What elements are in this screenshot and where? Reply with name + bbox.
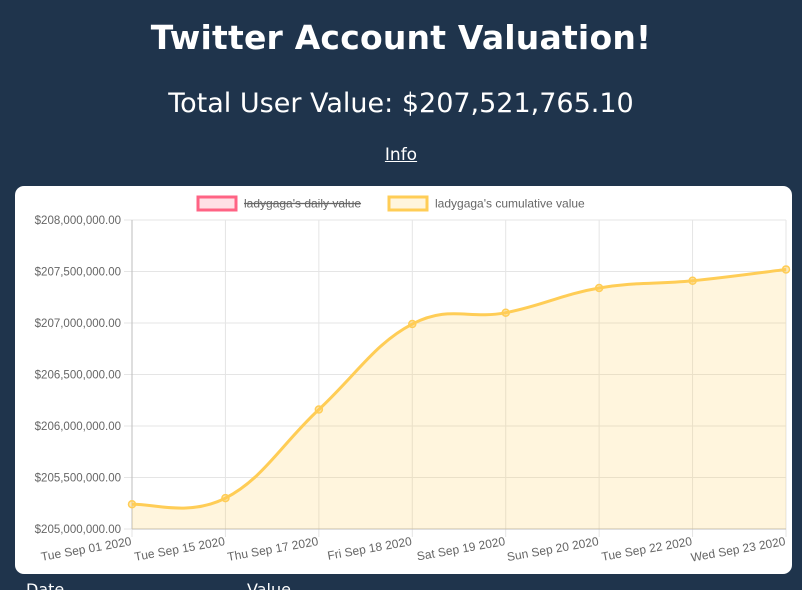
page-title: Twitter Account Valuation! bbox=[150, 18, 652, 57]
x-tick-label: Thu Sep 17 2020 bbox=[226, 534, 319, 564]
cumulative-line bbox=[131, 267, 787, 510]
legend-item-cumulative[interactable]: ladygaga's cumulative value bbox=[387, 195, 585, 212]
valuation-chart: ladygaga's daily value ladygaga's cumulat… bbox=[35, 195, 791, 565]
chart-series bbox=[127, 265, 791, 529]
y-axis: $205,000,000.00 $205,500,000.00 $206,000,0… bbox=[35, 215, 121, 536]
y-tick-label: $206,000,000.00 bbox=[35, 421, 121, 433]
data-point[interactable] bbox=[688, 276, 697, 286]
x-tick-label: Sun Sep 20 2020 bbox=[506, 534, 600, 564]
x-tick-label: Tue Sep 01 2020 bbox=[40, 534, 133, 564]
y-tick-label: $207,000,000.00 bbox=[35, 318, 121, 330]
y-tick-label: $207,500,000.00 bbox=[35, 267, 121, 279]
chart-grid bbox=[124, 219, 787, 537]
chart-card: ladygaga's daily value ladygaga's cumulat… bbox=[15, 186, 792, 574]
cumulative-area bbox=[132, 269, 786, 529]
data-point[interactable] bbox=[594, 283, 604, 293]
x-tick-label: Sat Sep 19 2020 bbox=[416, 534, 507, 563]
x-tick-label: Wed Sep 23 2020 bbox=[690, 534, 787, 564]
table-header-date: Date bbox=[26, 580, 65, 590]
legend-swatch bbox=[196, 195, 238, 212]
legend-item-daily[interactable]: ladygaga's daily value bbox=[196, 195, 361, 212]
y-tick-label: $205,500,000.00 bbox=[35, 473, 121, 485]
data-point[interactable] bbox=[781, 265, 791, 274]
table-header-value: Value bbox=[247, 580, 291, 590]
x-axis: Tue Sep 01 2020 Tue Sep 15 2020 Thu Sep 17… bbox=[40, 534, 787, 564]
data-point[interactable] bbox=[501, 308, 510, 317]
total-user-value: Total User Value: $207,521,765.10 bbox=[168, 88, 634, 119]
chart-legend: ladygaga's daily value ladygaga's cumulat… bbox=[196, 195, 585, 212]
data-point[interactable] bbox=[221, 493, 230, 503]
data-point[interactable] bbox=[127, 500, 137, 509]
data-point[interactable] bbox=[314, 405, 324, 414]
legend-swatch bbox=[387, 195, 429, 212]
y-tick-label: $206,500,000.00 bbox=[35, 370, 121, 382]
legend-label: ladygaga's cumulative value bbox=[435, 197, 585, 211]
data-point[interactable] bbox=[408, 319, 417, 329]
x-tick-label: Fri Sep 18 2020 bbox=[326, 534, 413, 563]
y-tick-label: $208,000,000.00 bbox=[35, 215, 121, 227]
info-section: Info bbox=[0, 145, 802, 165]
x-tick-label: Tue Sep 22 2020 bbox=[600, 534, 693, 564]
info-link[interactable]: Info bbox=[384, 145, 418, 165]
y-tick-label: $205,000,000.00 bbox=[35, 524, 121, 536]
x-tick-label: Tue Sep 15 2020 bbox=[133, 534, 226, 564]
